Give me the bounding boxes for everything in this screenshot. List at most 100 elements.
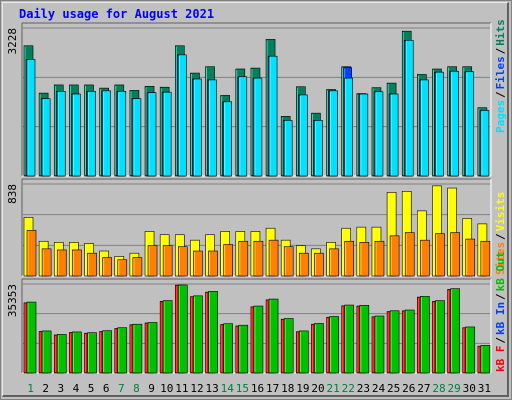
day-label-2: 2 [42, 382, 49, 395]
bar-sites-day-16 [253, 240, 264, 277]
bar-kbout-day-3 [56, 334, 67, 374]
bar-kbout-day-1 [26, 301, 37, 374]
bar-pages-day-7 [117, 90, 127, 177]
bar-sites-day-5 [87, 252, 97, 277]
bar-pages-day-27 [420, 79, 429, 177]
bar-pages-day-13 [208, 79, 217, 177]
bar-kbout-day-2 [41, 330, 52, 374]
bar-pages-day-9 [147, 92, 157, 177]
day-label-1: 1 [27, 382, 34, 395]
bar-pages-day-16 [253, 77, 263, 177]
bar-kbout-day-6 [102, 330, 112, 374]
bar-pages-day-25 [389, 93, 399, 177]
bar-sites-day-8 [132, 257, 143, 277]
bar-sites-day-2 [41, 248, 52, 277]
day-label-13: 13 [205, 382, 218, 395]
bar-sites-day-25 [389, 235, 400, 277]
bar-sites-day-20 [314, 252, 324, 277]
day-label-27: 27 [417, 382, 430, 395]
day-label-11: 11 [175, 382, 188, 395]
day-label-28: 28 [432, 382, 445, 395]
bar-sites-day-7 [117, 259, 128, 277]
bar-kbout-day-14 [223, 323, 233, 374]
day-label-5: 5 [88, 382, 95, 395]
scale-label-hits-files-pages: 3228 [6, 28, 19, 55]
bar-sites-day-11 [177, 246, 188, 277]
bar-pages-day-22 [344, 77, 354, 177]
bar-kbout-day-4 [72, 331, 82, 374]
legend-files: Files [494, 56, 507, 89]
legend-visits: Visits [494, 192, 507, 232]
bar-pages-day-14 [223, 101, 232, 177]
bar-sites-day-3 [56, 249, 67, 277]
day-label-9: 9 [148, 382, 155, 395]
bar-pages-day-12 [193, 78, 202, 177]
bar-sites-day-15 [238, 240, 249, 277]
day-label-3: 3 [58, 382, 65, 395]
day-label-7: 7 [118, 382, 125, 395]
bar-kbout-day-8 [132, 323, 143, 374]
bar-pages-day-18 [283, 120, 293, 177]
day-label-29: 29 [448, 382, 461, 395]
bar-sites-day-6 [102, 257, 112, 277]
legend-sep: / [494, 91, 507, 98]
legend-kbout: kB Out [494, 252, 507, 292]
bar-pages-day-2 [41, 98, 51, 177]
bar-pages-day-17 [268, 55, 278, 177]
bar-sites-day-9 [147, 245, 158, 277]
bar-kbout-day-27 [420, 296, 430, 374]
bar-sites-day-31 [480, 240, 491, 277]
day-label-22: 22 [342, 382, 355, 395]
bar-pages-day-31 [480, 110, 490, 177]
bar-pages-day-5 [87, 90, 96, 177]
legend-kbf: kB F [494, 346, 507, 373]
day-label-14: 14 [221, 382, 235, 395]
day-label-23: 23 [357, 382, 370, 395]
bar-kbout-day-24 [374, 315, 385, 374]
bar-kbout-day-10 [162, 300, 173, 374]
bar-pages-day-20 [314, 120, 323, 177]
bar-kbout-day-15 [238, 324, 249, 374]
bar-sites-day-29 [450, 232, 460, 277]
bar-kbout-day-7 [117, 327, 128, 374]
bar-kbout-day-25 [389, 310, 400, 374]
legend-sep: / [494, 293, 507, 300]
legend-sep: / [494, 47, 507, 54]
legend-hits: Hits [494, 19, 507, 46]
bar-kbout-day-28 [435, 300, 445, 374]
scale-label-kbin-kbout: 35353 [6, 284, 19, 317]
bar-sites-day-26 [404, 232, 415, 277]
bar-kbout-day-26 [404, 309, 415, 374]
day-label-17: 17 [266, 382, 279, 395]
day-label-15: 15 [236, 382, 249, 395]
day-label-25: 25 [387, 382, 400, 395]
day-label-30: 30 [463, 382, 476, 395]
day-label-26: 26 [402, 382, 415, 395]
bar-sites-day-12 [193, 250, 203, 277]
bar-pages-day-6 [102, 90, 111, 177]
bar-kbout-day-5 [87, 332, 97, 374]
bar-sites-day-17 [268, 239, 279, 277]
bar-sites-day-30 [465, 238, 476, 277]
chart-title: Daily usage for August 2021 [19, 7, 215, 21]
bar-pages-day-23 [359, 93, 369, 177]
scale-label-visits-sites: 838 [6, 184, 19, 204]
bar-kbout-day-19 [299, 330, 309, 374]
day-label-31: 31 [478, 382, 491, 395]
bar-pages-day-19 [299, 94, 308, 177]
day-label-4: 4 [73, 382, 80, 395]
bar-sites-day-19 [299, 252, 309, 277]
bar-kbout-day-13 [208, 291, 218, 374]
bar-kbout-day-9 [147, 322, 158, 374]
bar-kbout-day-12 [193, 295, 203, 374]
bar-pages-day-8 [132, 98, 142, 177]
bar-pages-day-4 [72, 93, 81, 177]
bar-pages-day-28 [435, 71, 444, 177]
bar-sites-day-27 [420, 239, 430, 277]
bar-pages-day-24 [374, 91, 384, 177]
bar-kbout-day-22 [344, 304, 355, 374]
legend-pages: Pages [494, 100, 507, 133]
legend-sep: / [494, 233, 507, 240]
legend-sep: / [494, 337, 507, 344]
